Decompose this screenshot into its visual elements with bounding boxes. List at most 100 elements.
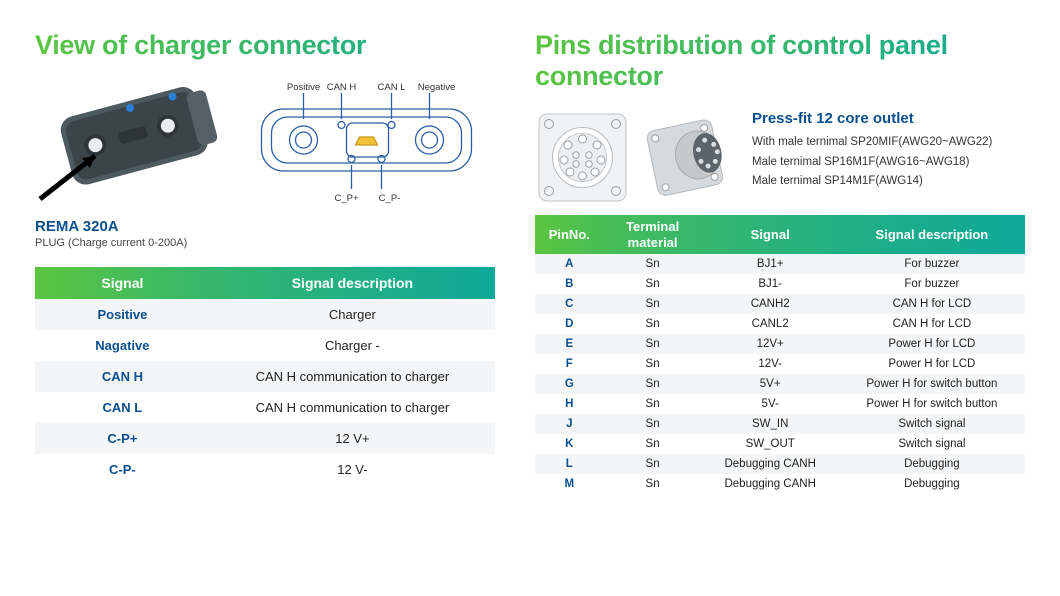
- table-cell: CANH2: [702, 294, 839, 314]
- pin-cell: L: [535, 454, 604, 474]
- table-header: Signal: [35, 267, 210, 299]
- left-visual-row: REMA 320A PLUG (Charge current 0-200A): [35, 79, 495, 249]
- desc-cell: CAN H communication to charger: [210, 361, 495, 392]
- rema-plug-icon: [35, 79, 220, 209]
- table-row: BSnBJ1-For buzzer: [535, 274, 1025, 294]
- table-cell: CANL2: [702, 314, 839, 334]
- table-row: C-P+12 V+: [35, 423, 495, 454]
- dl-canl: CAN L: [378, 82, 406, 93]
- connector-oblique-icon: [638, 110, 738, 205]
- pin-cell: K: [535, 434, 604, 454]
- table-cell: 5V+: [702, 374, 839, 394]
- table-cell: CAN H for LCD: [839, 294, 1025, 314]
- table-cell: BJ1+: [702, 254, 839, 274]
- table-row: NagativeCharger -: [35, 330, 495, 361]
- plug-name: REMA 320A: [35, 218, 220, 235]
- desc-cell: CAN H communication to charger: [210, 392, 495, 423]
- pin-cell: A: [535, 254, 604, 274]
- signal-cell: Positive: [35, 299, 210, 330]
- table-row: GSn5V+Power H for switch button: [535, 374, 1025, 394]
- table-cell: Sn: [604, 354, 702, 374]
- table-row: C-P-12 V-: [35, 454, 495, 485]
- right-top-row: Press-fit 12 core outlet With male terni…: [535, 110, 1025, 205]
- pin-cell: G: [535, 374, 604, 394]
- table-cell: Sn: [604, 254, 702, 274]
- table-cell: 12V+: [702, 334, 839, 354]
- desc-cell: 12 V+: [210, 423, 495, 454]
- table-cell: SW_IN: [702, 414, 839, 434]
- table-cell: Debugging: [839, 474, 1025, 494]
- table-header: Signal description: [839, 215, 1025, 254]
- connector-spec-line: With male ternimal SP20MIF(AWG20~AWG22): [752, 133, 1025, 153]
- table-cell: Sn: [604, 454, 702, 474]
- dl-cpp: C_P+: [334, 193, 358, 204]
- table-cell: Switch signal: [839, 434, 1025, 454]
- table-cell: For buzzer: [839, 274, 1025, 294]
- table-row: MSnDebugging CANHDebugging: [535, 474, 1025, 494]
- table-cell: Sn: [604, 394, 702, 414]
- table-cell: Power H for LCD: [839, 354, 1025, 374]
- plug-sub: PLUG (Charge current 0-200A): [35, 237, 220, 249]
- pin-cell: H: [535, 394, 604, 414]
- pin-diagram-icon: Positive CAN H CAN L Negative C_P+ C_P-: [238, 79, 495, 214]
- connector-illustrations: [535, 110, 738, 205]
- dl-canh: CAN H: [327, 82, 357, 93]
- right-column: Pins distribution of control panel conne…: [535, 30, 1025, 576]
- connector-spec-line: Male ternimal SP14M1F(AWG14): [752, 172, 1025, 192]
- table-cell: Switch signal: [839, 414, 1025, 434]
- desc-cell: 12 V-: [210, 454, 495, 485]
- signal-cell: CAN H: [35, 361, 210, 392]
- signal-cell: CAN L: [35, 392, 210, 423]
- table-cell: Power H for LCD: [839, 334, 1025, 354]
- table-row: CAN HCAN H communication to charger: [35, 361, 495, 392]
- table-cell: Sn: [604, 334, 702, 354]
- table-row: JSnSW_INSwitch signal: [535, 414, 1025, 434]
- pins-table: PinNo.Terminal materialSignalSignal desc…: [535, 215, 1025, 494]
- connector-desc: Press-fit 12 core outlet With male terni…: [752, 110, 1025, 192]
- table-cell: Sn: [604, 474, 702, 494]
- plug-illustration: REMA 320A PLUG (Charge current 0-200A): [35, 79, 220, 249]
- table-row: KSnSW_OUTSwitch signal: [535, 434, 1025, 454]
- left-title: View of charger connector: [35, 30, 495, 61]
- table-cell: 5V-: [702, 394, 839, 414]
- table-row: CSnCANH2CAN H for LCD: [535, 294, 1025, 314]
- connector-spec-line: Male ternimal SP16M1F(AWG16~AWG18): [752, 153, 1025, 173]
- desc-cell: Charger -: [210, 330, 495, 361]
- table-cell: BJ1-: [702, 274, 839, 294]
- table-cell: For buzzer: [839, 254, 1025, 274]
- left-column: View of charger connector: [35, 30, 495, 576]
- table-row: DSnCANL2CAN H for LCD: [535, 314, 1025, 334]
- table-cell: Sn: [604, 414, 702, 434]
- plug-label: REMA 320A PLUG (Charge current 0-200A): [35, 218, 220, 249]
- signal-table: SignalSignal description PositiveCharger…: [35, 267, 495, 485]
- table-cell: Power H for switch button: [839, 394, 1025, 414]
- pin-cell: F: [535, 354, 604, 374]
- table-cell: Sn: [604, 274, 702, 294]
- table-header: Signal description: [210, 267, 495, 299]
- dl-cpm: C_P-: [379, 193, 401, 204]
- table-row: ESn12V+Power H for LCD: [535, 334, 1025, 354]
- table-row: ASnBJ1+For buzzer: [535, 254, 1025, 274]
- connector-front-icon: [535, 110, 630, 205]
- table-row: FSn12V-Power H for LCD: [535, 354, 1025, 374]
- table-cell: Sn: [604, 294, 702, 314]
- table-cell: Power H for switch button: [839, 374, 1025, 394]
- pin-cell: E: [535, 334, 604, 354]
- desc-cell: Charger: [210, 299, 495, 330]
- table-cell: 12V-: [702, 354, 839, 374]
- pin-cell: J: [535, 414, 604, 434]
- table-cell: CAN H for LCD: [839, 314, 1025, 334]
- table-row: CAN LCAN H communication to charger: [35, 392, 495, 423]
- table-cell: Debugging CANH: [702, 474, 839, 494]
- dl-positive: Positive: [287, 82, 320, 93]
- connector-title: Press-fit 12 core outlet: [752, 110, 1025, 127]
- right-title: Pins distribution of control panel conne…: [535, 30, 1025, 92]
- table-cell: Sn: [604, 314, 702, 334]
- table-header: Terminal material: [604, 215, 702, 254]
- pin-cell: M: [535, 474, 604, 494]
- table-header: PinNo.: [535, 215, 604, 254]
- dl-negative: Negative: [418, 82, 456, 93]
- signal-cell: Nagative: [35, 330, 210, 361]
- signal-cell: C-P+: [35, 423, 210, 454]
- table-row: HSn5V-Power H for switch button: [535, 394, 1025, 414]
